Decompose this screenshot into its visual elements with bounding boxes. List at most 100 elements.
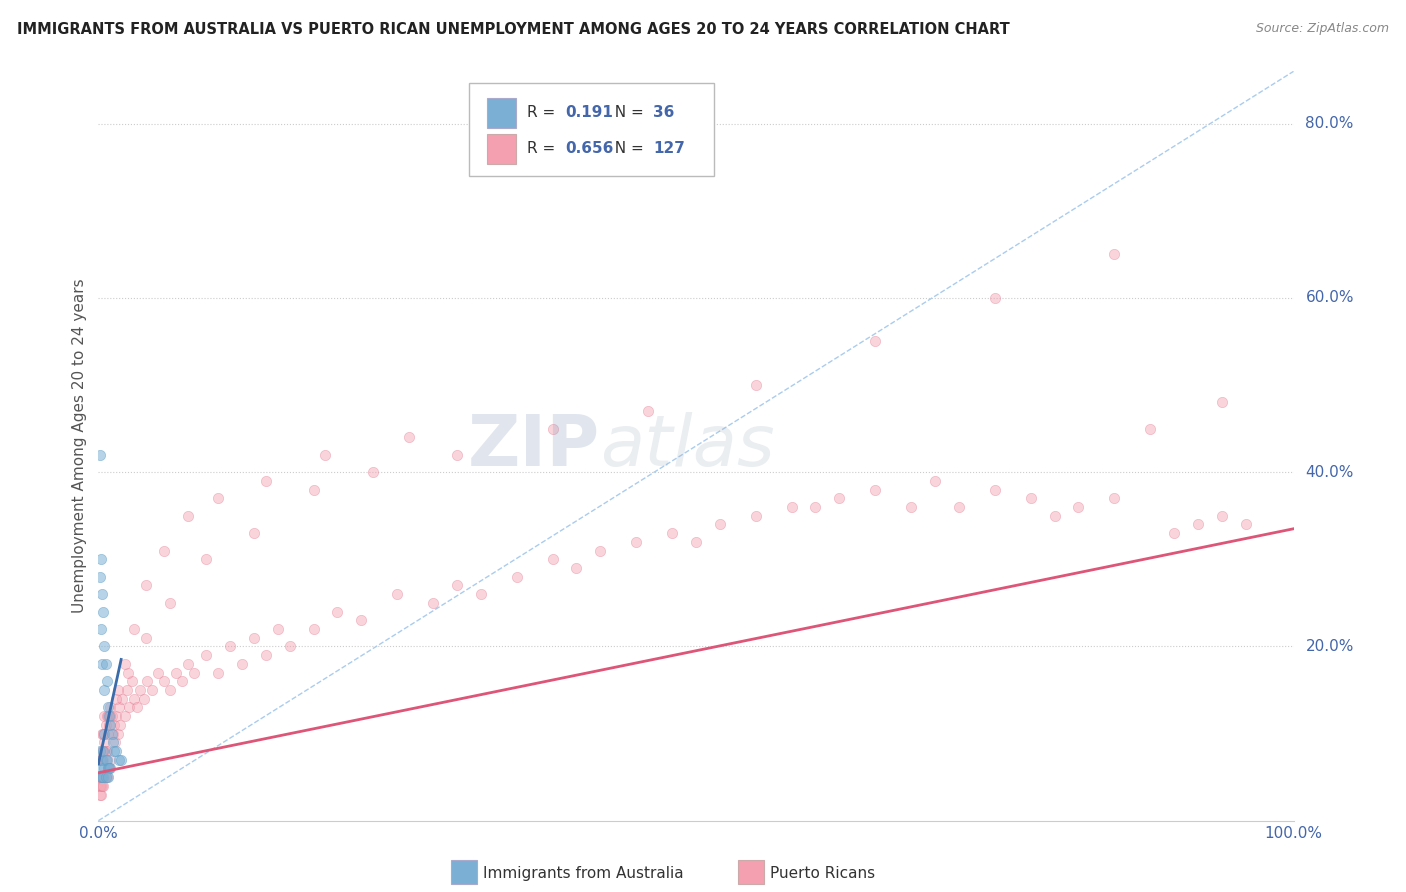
Point	[148, 665, 170, 680]
Text: Immigrants from Australia: Immigrants from Australia	[484, 865, 683, 880]
Point	[446, 448, 468, 462]
Point	[94, 770, 117, 784]
Point	[90, 622, 112, 636]
Text: 20.0%: 20.0%	[1306, 639, 1354, 654]
Point	[541, 552, 564, 566]
Point	[141, 682, 163, 697]
Point	[254, 648, 277, 662]
Point	[93, 709, 115, 723]
Point	[98, 700, 122, 714]
Bar	[486, 134, 516, 163]
Point	[153, 543, 176, 558]
Text: 60.0%: 60.0%	[1306, 291, 1354, 305]
Point	[104, 735, 127, 749]
Point	[93, 770, 115, 784]
Point	[91, 753, 114, 767]
Point	[254, 474, 277, 488]
Point	[398, 430, 420, 444]
Point	[350, 613, 373, 627]
Point	[91, 744, 114, 758]
Point	[89, 779, 111, 793]
Point	[865, 334, 887, 349]
Text: 0.191: 0.191	[565, 105, 613, 120]
Point	[98, 761, 121, 775]
Point	[243, 631, 266, 645]
Point	[91, 753, 114, 767]
Point	[243, 526, 266, 541]
Text: 0.656: 0.656	[565, 141, 614, 156]
Point	[90, 770, 112, 784]
Point	[94, 753, 117, 767]
Point	[90, 753, 112, 767]
Text: N =: N =	[605, 105, 648, 120]
Point	[103, 718, 125, 732]
Point	[91, 779, 114, 793]
Point	[101, 735, 124, 749]
Point	[165, 665, 187, 680]
Point	[93, 726, 115, 740]
Point	[100, 726, 122, 740]
Point	[1234, 517, 1257, 532]
Point	[984, 483, 1007, 497]
Point	[685, 534, 707, 549]
Point	[470, 587, 492, 601]
Point	[267, 622, 290, 636]
Point	[159, 596, 181, 610]
Point	[98, 753, 122, 767]
Point	[984, 291, 1007, 305]
Point	[1211, 508, 1233, 523]
Point	[1187, 517, 1209, 532]
Point	[709, 517, 731, 532]
Point	[96, 753, 118, 767]
Point	[159, 682, 181, 697]
Point	[96, 744, 118, 758]
Text: R =: R =	[527, 141, 561, 156]
Point	[107, 700, 129, 714]
Point	[828, 491, 851, 506]
Point	[96, 709, 118, 723]
Text: 127: 127	[652, 141, 685, 156]
Point	[107, 753, 129, 767]
Point	[1139, 421, 1161, 435]
Point	[91, 726, 114, 740]
Point	[96, 770, 118, 784]
Point	[107, 726, 129, 740]
Point	[1043, 508, 1066, 523]
Point	[107, 682, 129, 697]
Point	[94, 744, 117, 758]
Point	[90, 788, 112, 802]
Point	[745, 378, 768, 392]
Text: 80.0%: 80.0%	[1306, 116, 1354, 131]
Point	[117, 665, 139, 680]
Bar	[738, 861, 763, 884]
Point	[207, 665, 229, 680]
Point	[98, 718, 121, 732]
Point	[97, 700, 120, 714]
Point	[506, 570, 529, 584]
Point	[661, 526, 683, 541]
Point	[565, 561, 588, 575]
Point	[118, 700, 141, 714]
Point	[98, 761, 122, 775]
Point	[1163, 526, 1185, 541]
Point	[637, 404, 659, 418]
Point	[125, 700, 148, 714]
Text: IMMIGRANTS FROM AUSTRALIA VS PUERTO RICAN UNEMPLOYMENT AMONG AGES 20 TO 24 YEARS: IMMIGRANTS FROM AUSTRALIA VS PUERTO RICA…	[17, 22, 1010, 37]
Point	[111, 691, 134, 706]
Point	[90, 779, 112, 793]
Point	[115, 682, 138, 697]
Point	[278, 640, 301, 654]
Point	[780, 500, 803, 514]
Point	[1211, 395, 1233, 409]
Point	[900, 500, 922, 514]
Point	[132, 691, 155, 706]
Point	[326, 605, 349, 619]
Point	[91, 770, 114, 784]
Point	[91, 744, 114, 758]
Point	[177, 657, 200, 671]
Point	[172, 674, 194, 689]
Point	[804, 500, 827, 514]
Point	[422, 596, 444, 610]
Text: atlas: atlas	[600, 411, 775, 481]
Point	[219, 640, 242, 654]
